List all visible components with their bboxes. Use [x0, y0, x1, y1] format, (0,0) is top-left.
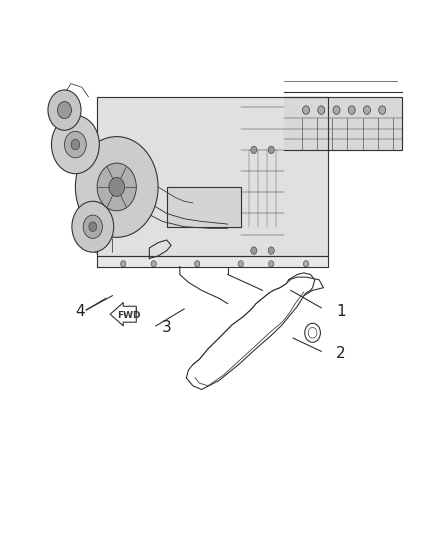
- Circle shape: [251, 247, 257, 254]
- Circle shape: [75, 136, 158, 237]
- Circle shape: [333, 106, 340, 114]
- Polygon shape: [97, 256, 328, 266]
- Circle shape: [238, 261, 244, 267]
- Text: 1: 1: [336, 304, 346, 319]
- Polygon shape: [110, 303, 136, 326]
- Circle shape: [51, 115, 99, 174]
- Circle shape: [89, 222, 97, 231]
- Circle shape: [348, 106, 355, 114]
- Circle shape: [48, 90, 81, 130]
- Text: 2: 2: [336, 346, 346, 361]
- Text: 4: 4: [75, 304, 85, 319]
- Circle shape: [64, 131, 86, 158]
- Polygon shape: [284, 97, 402, 150]
- Circle shape: [364, 106, 371, 114]
- Circle shape: [109, 177, 124, 197]
- Circle shape: [72, 201, 114, 252]
- Circle shape: [304, 261, 309, 267]
- Circle shape: [57, 102, 71, 118]
- Circle shape: [303, 106, 310, 114]
- Circle shape: [151, 261, 156, 267]
- Circle shape: [268, 247, 274, 254]
- Circle shape: [268, 261, 274, 267]
- Circle shape: [194, 261, 200, 267]
- Circle shape: [120, 261, 126, 267]
- Polygon shape: [97, 97, 328, 256]
- Text: FWD: FWD: [117, 311, 141, 320]
- Circle shape: [379, 106, 386, 114]
- Circle shape: [83, 215, 102, 238]
- Circle shape: [268, 146, 274, 154]
- Circle shape: [318, 106, 325, 114]
- Circle shape: [251, 146, 257, 154]
- Circle shape: [71, 139, 80, 150]
- Circle shape: [97, 163, 136, 211]
- Polygon shape: [167, 187, 241, 227]
- Text: 3: 3: [162, 320, 172, 335]
